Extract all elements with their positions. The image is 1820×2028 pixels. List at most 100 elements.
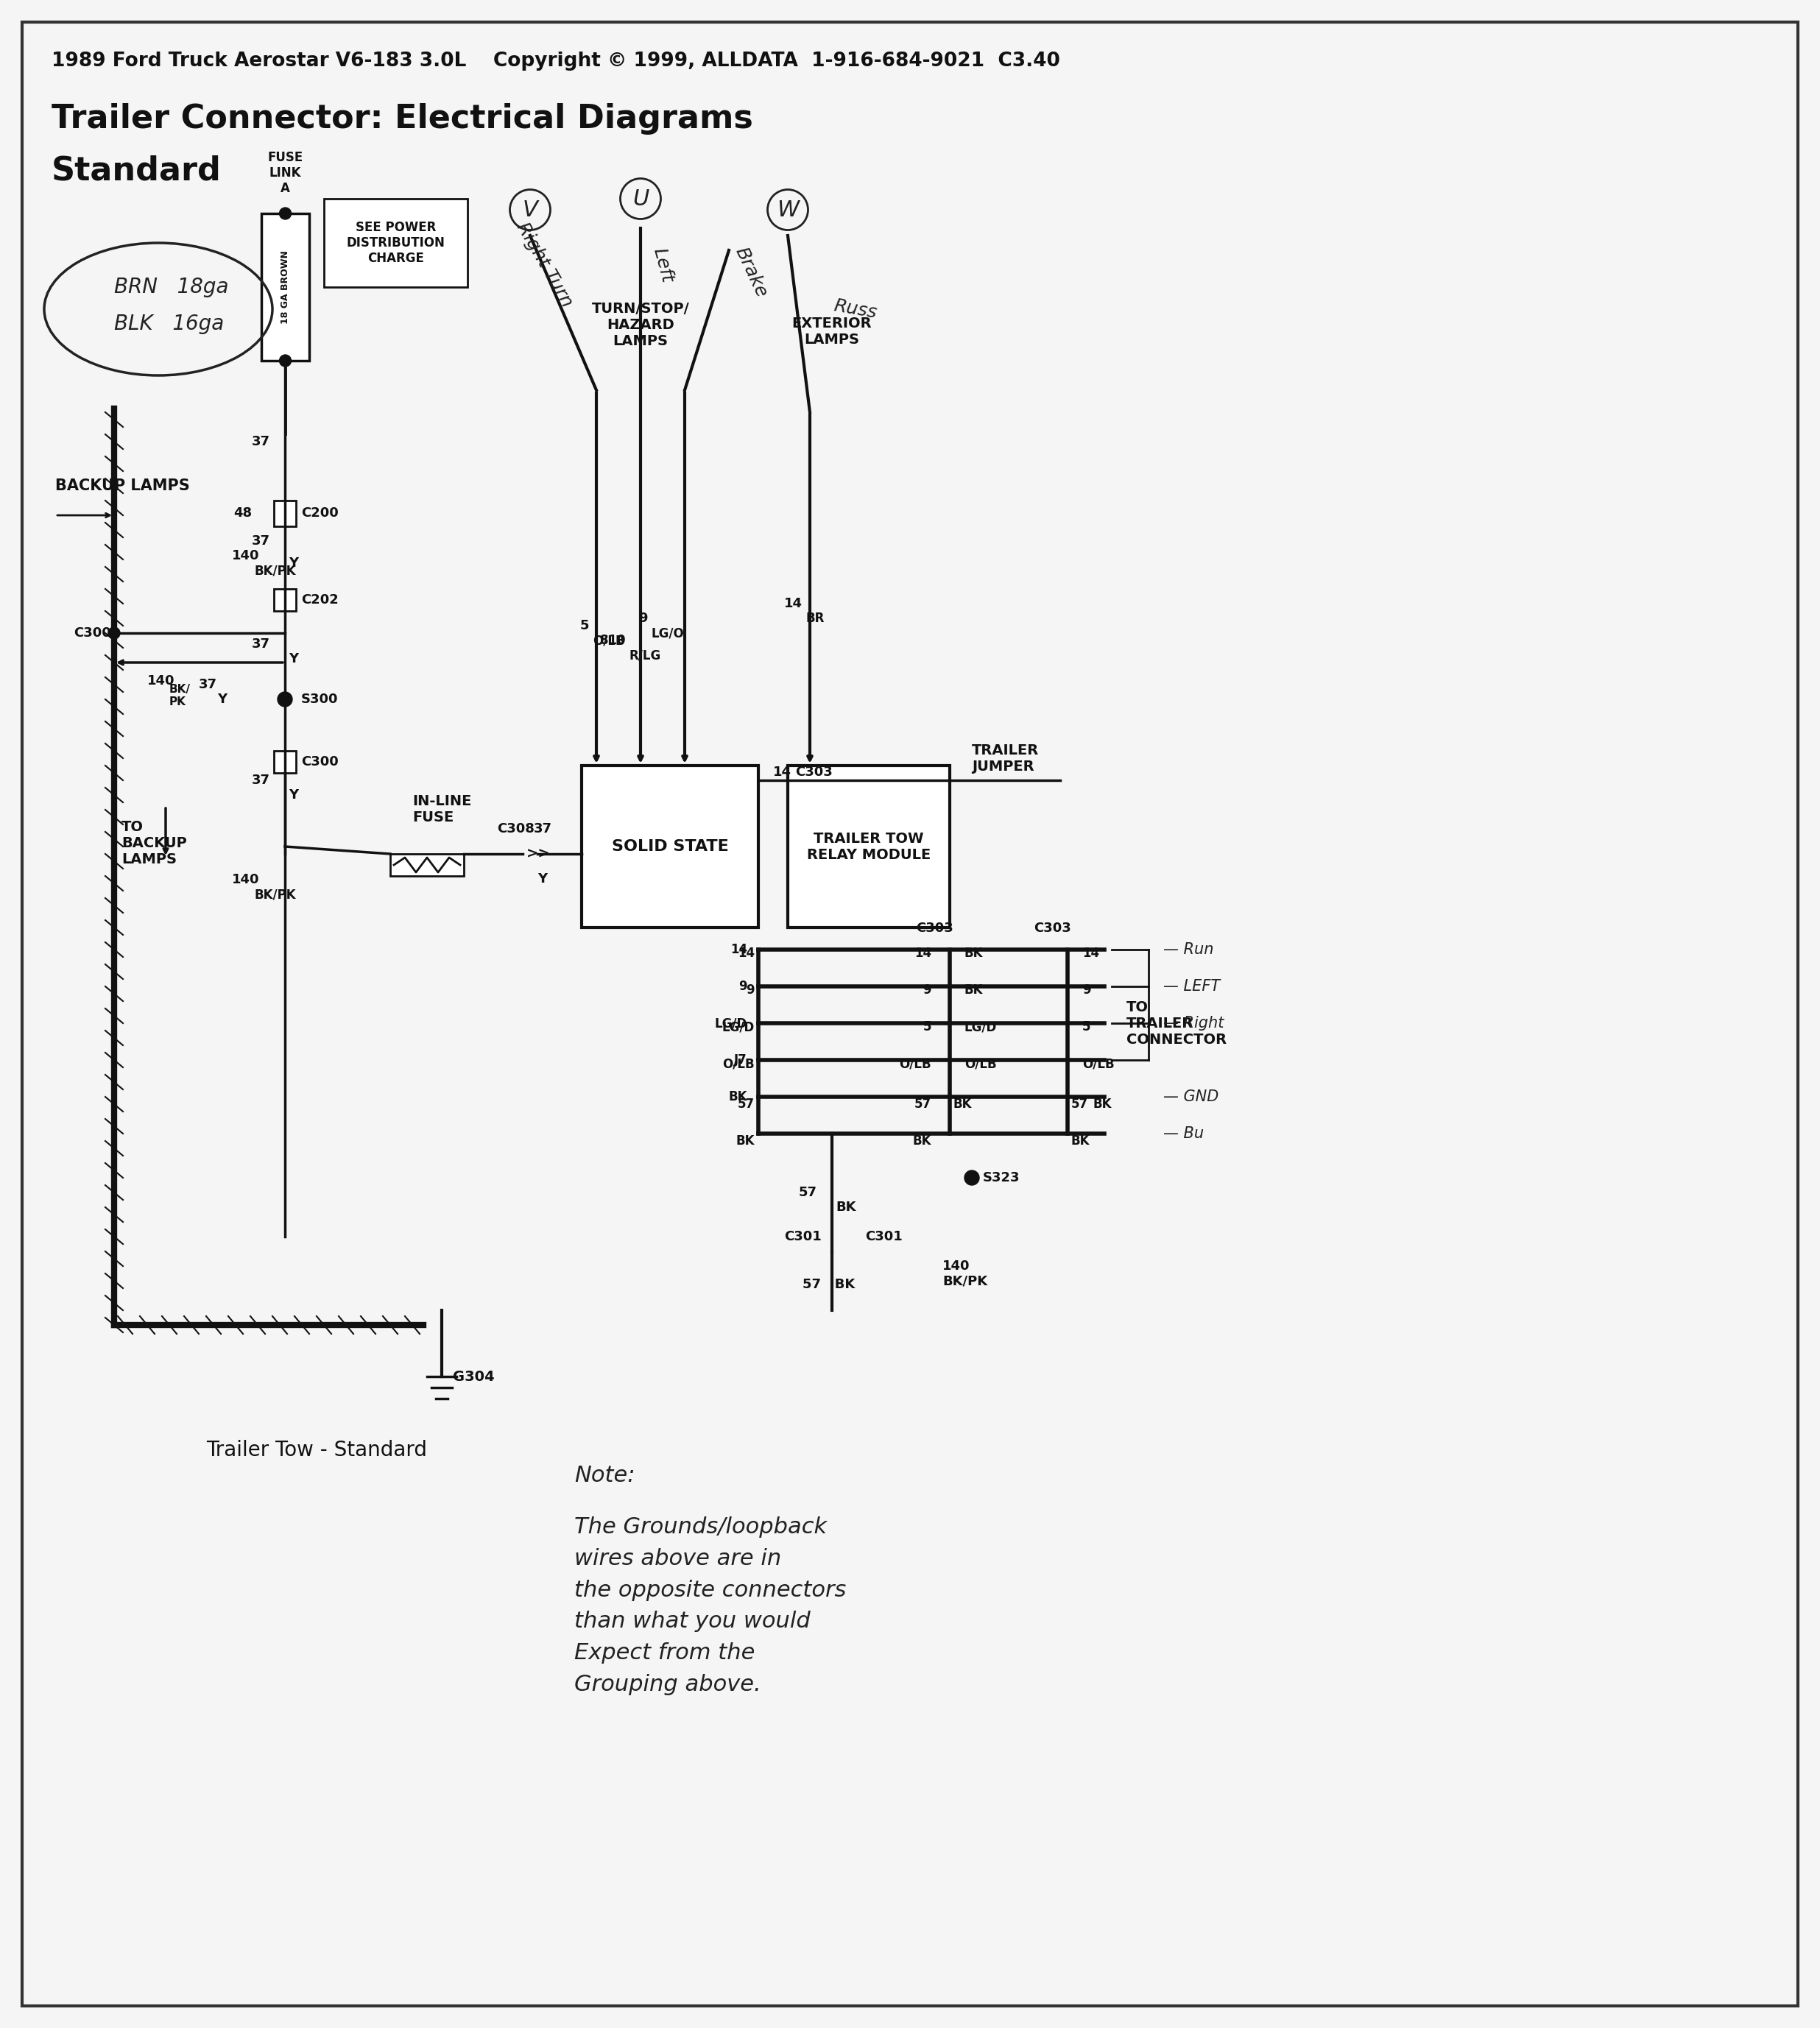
Text: 140: 140 — [231, 872, 260, 886]
Text: 57: 57 — [737, 1097, 755, 1111]
Text: LG/D: LG/D — [965, 1020, 997, 1034]
Text: 5: 5 — [923, 1020, 932, 1034]
Text: BK: BK — [965, 984, 983, 996]
Text: C300: C300 — [73, 627, 111, 639]
Text: BK: BK — [912, 1134, 932, 1148]
Text: BRN   18ga: BRN 18ga — [115, 276, 229, 298]
Text: FUSE
LINK
A: FUSE LINK A — [268, 152, 304, 195]
Bar — [389, 854, 464, 876]
Circle shape — [107, 627, 120, 639]
Text: 37: 37 — [251, 436, 269, 448]
Text: C301: C301 — [784, 1231, 821, 1243]
Text: C303: C303 — [1034, 921, 1072, 935]
Text: U: U — [632, 189, 648, 209]
Text: O/LB: O/LB — [965, 1057, 997, 1071]
Text: LG/D: LG/D — [715, 1016, 748, 1030]
Circle shape — [280, 355, 291, 367]
Text: 37: 37 — [251, 637, 269, 651]
Bar — [324, 199, 468, 288]
Text: 9: 9 — [746, 984, 755, 996]
Text: C200: C200 — [300, 507, 339, 519]
Text: O/LB: O/LB — [593, 635, 624, 647]
Text: — Right: — Right — [1163, 1016, 1223, 1030]
Text: BR: BR — [806, 612, 824, 625]
Text: 14: 14 — [784, 596, 803, 610]
Text: O/LB: O/LB — [899, 1057, 932, 1071]
Text: R/LG: R/LG — [630, 649, 661, 661]
Text: 810: 810 — [601, 635, 626, 647]
Text: Y: Y — [537, 872, 548, 886]
Text: 37: 37 — [251, 535, 269, 548]
Text: 57: 57 — [914, 1097, 932, 1111]
Text: — Bu: — Bu — [1163, 1126, 1203, 1142]
Text: >>: >> — [526, 848, 550, 862]
Text: SEE POWER
DISTRIBUTION
CHARGE: SEE POWER DISTRIBUTION CHARGE — [346, 221, 446, 266]
Text: 57: 57 — [1072, 1097, 1088, 1111]
Text: BK: BK — [728, 1091, 748, 1103]
Text: Trailer Tow - Standard: Trailer Tow - Standard — [206, 1440, 428, 1460]
Text: TURN/STOP/
HAZARD
LAMPS: TURN/STOP/ HAZARD LAMPS — [592, 302, 690, 349]
Text: C301: C301 — [864, 1231, 903, 1243]
Text: J7: J7 — [733, 1053, 748, 1067]
Text: 9: 9 — [1083, 984, 1090, 996]
Text: C202: C202 — [300, 594, 339, 606]
Text: IN-LINE
FUSE: IN-LINE FUSE — [413, 795, 471, 825]
Text: 140: 140 — [231, 550, 260, 562]
Text: C300: C300 — [300, 754, 339, 769]
Circle shape — [278, 692, 293, 706]
Text: 18 GA BROWN: 18 GA BROWN — [280, 249, 289, 324]
Text: S323: S323 — [983, 1170, 1019, 1184]
Text: 37: 37 — [198, 677, 217, 692]
Text: BK/PK: BK/PK — [255, 888, 295, 900]
Text: BK: BK — [965, 947, 983, 959]
Text: BLK   16ga: BLK 16ga — [115, 314, 224, 335]
Text: 1989 Ford Truck Aerostar V6-183 3.0L    Copyright © 1999, ALLDATA  1-916-684-902: 1989 Ford Truck Aerostar V6-183 3.0L Cop… — [51, 51, 1059, 71]
Text: Y: Y — [289, 789, 298, 801]
Text: Russ: Russ — [832, 296, 877, 322]
Text: 37: 37 — [251, 773, 269, 787]
Text: Note:: Note: — [575, 1464, 635, 1487]
Text: 5: 5 — [1083, 1020, 1090, 1034]
Text: S300: S300 — [300, 694, 339, 706]
Text: TRAILER
JUMPER: TRAILER JUMPER — [972, 744, 1039, 773]
Text: 14: 14 — [1083, 947, 1099, 959]
Text: 140
BK/PK: 140 BK/PK — [943, 1259, 988, 1288]
Text: Y: Y — [289, 653, 298, 665]
Text: Left: Left — [650, 245, 675, 284]
Text: 9: 9 — [639, 612, 648, 625]
Text: 14: 14 — [737, 947, 755, 959]
Text: 57: 57 — [799, 1186, 817, 1199]
Bar — [582, 765, 759, 927]
Text: W: W — [777, 199, 799, 221]
Text: TRAILER TOW
RELAY MODULE: TRAILER TOW RELAY MODULE — [806, 831, 930, 862]
Text: BK: BK — [1072, 1134, 1090, 1148]
Text: 14: 14 — [773, 765, 792, 779]
Text: LG/D: LG/D — [723, 1020, 755, 1034]
Bar — [273, 501, 297, 527]
Text: C303: C303 — [915, 921, 954, 935]
Text: C308: C308 — [497, 821, 535, 836]
Text: Brake: Brake — [732, 245, 770, 300]
Text: TO
TRAILER
CONNECTOR: TO TRAILER CONNECTOR — [1127, 1000, 1227, 1046]
Text: SOLID STATE: SOLID STATE — [612, 840, 728, 854]
Bar — [273, 588, 297, 610]
Text: 140: 140 — [147, 673, 175, 687]
Text: 9: 9 — [739, 980, 748, 994]
Text: O/LB: O/LB — [723, 1057, 755, 1071]
Text: EXTERIOR
LAMPS: EXTERIOR LAMPS — [792, 316, 872, 347]
Text: Y: Y — [289, 556, 298, 570]
Text: G304: G304 — [453, 1369, 495, 1383]
Text: C303: C303 — [795, 765, 832, 779]
Text: The Grounds/loopback
wires above are in
the opposite connectors
than what you wo: The Grounds/loopback wires above are in … — [575, 1517, 846, 1695]
Text: — LEFT: — LEFT — [1163, 980, 1219, 994]
Text: Y: Y — [217, 694, 228, 706]
Text: — Run: — Run — [1163, 943, 1214, 957]
Circle shape — [965, 1170, 979, 1184]
Text: BK/
PK: BK/ PK — [169, 683, 191, 708]
Text: BK/PK: BK/PK — [255, 564, 295, 578]
Text: BK: BK — [835, 1201, 855, 1215]
Bar — [273, 750, 297, 773]
Text: — GND: — GND — [1163, 1089, 1219, 1103]
Text: O/LB: O/LB — [1083, 1057, 1114, 1071]
Text: 9: 9 — [923, 984, 932, 996]
